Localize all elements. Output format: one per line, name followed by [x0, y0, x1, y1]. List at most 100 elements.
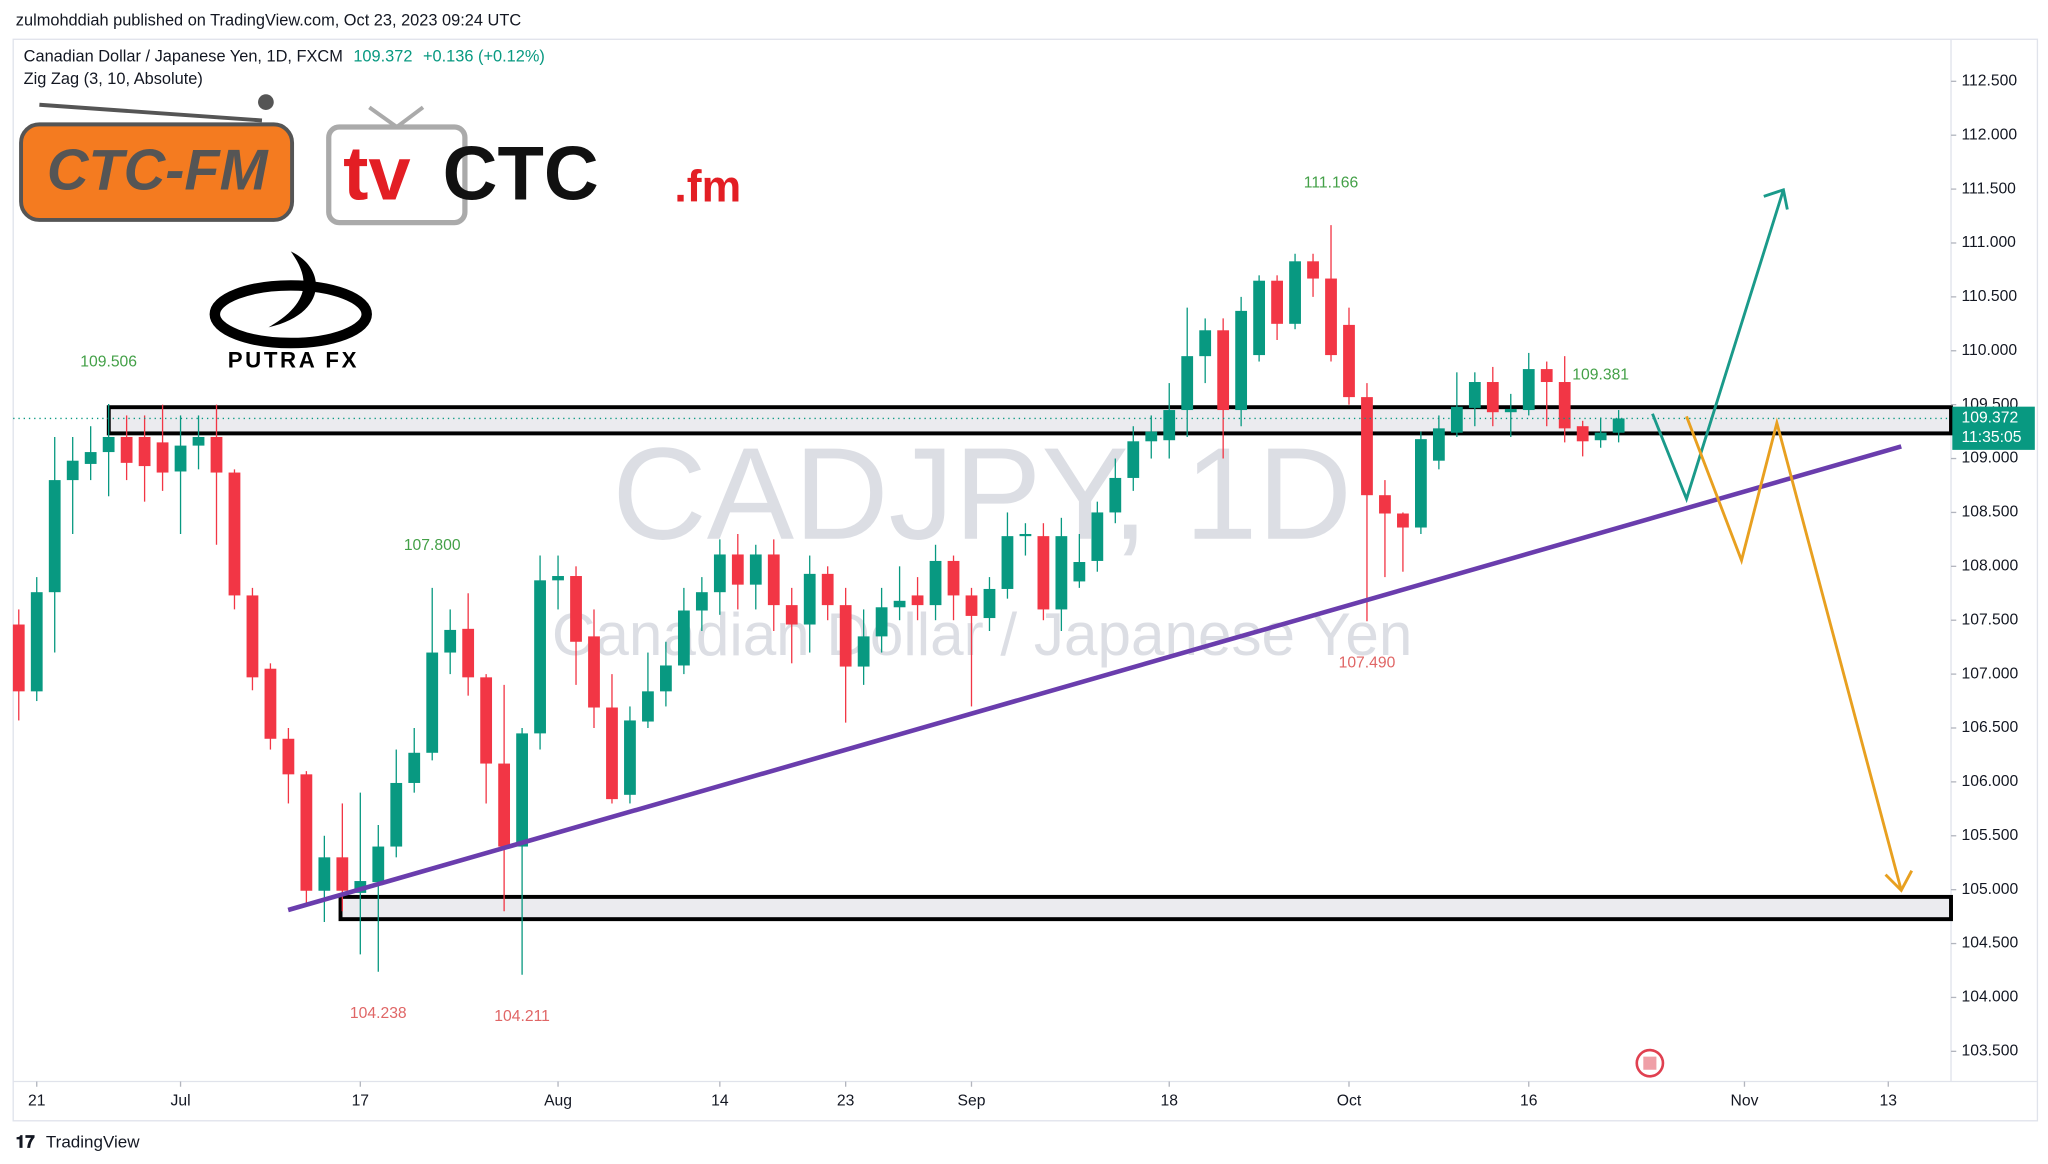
candle-body	[462, 628, 475, 678]
candle-body	[480, 677, 493, 764]
y-tick-label: 103.500	[1961, 1042, 2018, 1059]
candle-body	[1163, 410, 1176, 441]
drawings-under: CADJPY, 1D Canadian Dollar / Japanese Ye…	[106, 405, 1953, 922]
event-flag-mark	[1643, 1056, 1657, 1070]
candle-body	[282, 738, 295, 775]
candle-body	[929, 560, 942, 606]
candle-body	[336, 857, 349, 891]
candle-body	[12, 624, 25, 692]
zigzag-label: 109.506	[80, 353, 137, 370]
logo-box	[19, 122, 295, 222]
resistance-zone	[106, 405, 1953, 436]
y-tick-label: 110.500	[1961, 288, 2017, 305]
candle-body	[1612, 418, 1625, 433]
candle-body	[1504, 408, 1517, 413]
candle-body	[839, 605, 852, 667]
x-tick-label: 14	[711, 1092, 729, 1109]
candle-body	[1181, 356, 1194, 411]
x-tick-label: 23	[837, 1092, 855, 1109]
y-tick-label: 106.500	[1961, 719, 2018, 736]
indicator-name: Zig Zag (3, 10, Absolute)	[24, 70, 203, 88]
candle-body	[570, 576, 582, 642]
zigzag-label: 104.238	[350, 1005, 407, 1022]
candle-body	[192, 436, 205, 446]
logo-text: CTC-FM	[47, 138, 269, 202]
candle-body	[1432, 428, 1445, 461]
y-tick-label: 107.500	[1961, 611, 2018, 628]
x-tick-label: Oct	[1337, 1092, 1362, 1109]
logo-antenna-tip	[258, 94, 274, 110]
x-tick-label: Sep	[958, 1092, 986, 1109]
candle-body	[66, 460, 79, 481]
legend-line: Canadian Dollar / Japanese Yen, 1D, FXCM…	[24, 48, 545, 66]
candle-body	[1468, 382, 1481, 408]
candle-body	[911, 595, 924, 606]
candle-body	[534, 580, 546, 734]
candle-body	[552, 576, 564, 581]
candle-body	[1091, 512, 1104, 561]
candle-body	[498, 763, 511, 847]
ctc-text: CTC	[443, 131, 599, 216]
candle-body	[857, 636, 870, 667]
candle-body	[120, 436, 133, 463]
tvctc-logo: tv CTC .fm	[326, 105, 741, 226]
x-tick-label: 18	[1160, 1092, 1178, 1109]
candle-body	[390, 782, 403, 847]
chart-frame	[12, 38, 2039, 1122]
candle-body	[821, 573, 834, 606]
footer-brand[interactable]: TradingView	[46, 1133, 140, 1152]
zigzag-label: 107.800	[404, 537, 461, 554]
bearish-arrowhead	[1884, 870, 1914, 893]
candle-body	[713, 554, 726, 593]
y-tick-label: 112.000	[1961, 126, 2017, 143]
y-tick-label: 104.000	[1961, 989, 2018, 1006]
y-tick-label: 105.000	[1961, 881, 2018, 898]
last-price-box	[1952, 406, 2035, 450]
candle-body	[1271, 280, 1283, 324]
candle-body	[1055, 536, 1068, 610]
candle-body	[803, 573, 816, 625]
candle-body	[767, 554, 780, 606]
trend-line	[287, 444, 1902, 913]
symbol-name: Canadian Dollar / Japanese Yen, 1D, FXCM	[24, 48, 343, 66]
candle-body	[1019, 533, 1032, 537]
candle-body	[1522, 369, 1535, 411]
zigzag-label: 104.211	[494, 1008, 550, 1025]
watermark-name: Canadian Dollar / Japanese Yen	[552, 600, 1412, 668]
candle-body	[138, 436, 151, 467]
putra-text: PUTRA FX	[228, 347, 359, 372]
putra-swoosh	[209, 280, 372, 349]
tv-frame	[326, 124, 468, 226]
footer-icon: 𝟏𝟕	[16, 1133, 35, 1152]
candle-body	[174, 445, 187, 472]
candle-body	[300, 774, 313, 891]
candle-body	[1450, 406, 1463, 433]
candle-body	[1199, 330, 1212, 357]
y-tick-label: 111.500	[1961, 180, 2016, 197]
candle-body	[1558, 382, 1571, 429]
candle-body	[1379, 495, 1391, 514]
x-tick-label: 21	[28, 1092, 45, 1109]
y-tick-label: 107.000	[1961, 665, 2018, 682]
support-zone	[338, 894, 1953, 922]
price-change: +0.136 (+0.12%)	[423, 48, 545, 66]
candle-body	[1127, 441, 1140, 478]
tv-text: tv	[343, 131, 411, 216]
countdown-label: 11:35:05	[1961, 429, 2021, 446]
candle-body	[516, 733, 528, 847]
y-tick-label: 105.500	[1961, 827, 2018, 844]
candle-body	[749, 554, 762, 585]
watermark-symbol: CADJPY, 1D	[612, 420, 1352, 567]
zigzag-label: 107.490	[1339, 654, 1396, 671]
candle-body	[677, 610, 690, 666]
x-tick-label: 13	[1880, 1092, 1898, 1109]
candle-body	[210, 436, 223, 473]
candle-body	[893, 600, 906, 608]
candle-body	[1145, 431, 1158, 442]
y-tick-label: 104.500	[1961, 935, 2018, 952]
candle-body	[785, 605, 798, 625]
y-tick-label: 108.500	[1961, 504, 2018, 521]
candle-body	[228, 472, 241, 596]
